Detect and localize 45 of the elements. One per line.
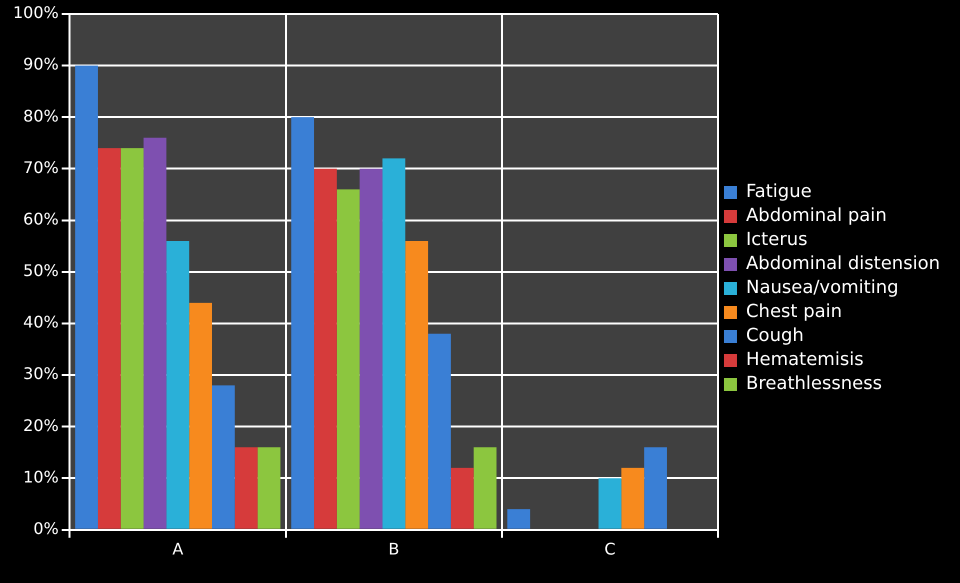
bar <box>258 447 280 529</box>
bar <box>428 334 451 529</box>
bar <box>360 168 382 529</box>
y-tick-label: 0% <box>33 518 59 538</box>
bar <box>144 138 166 529</box>
y-tick-label: 30% <box>23 364 59 384</box>
bar <box>166 240 190 529</box>
x-tick-label: B <box>388 540 400 559</box>
legend-label: Icterus <box>746 229 808 250</box>
bar <box>450 468 474 529</box>
y-tick-label: 50% <box>23 261 59 280</box>
bar <box>75 66 98 529</box>
legend-label: Chest pain <box>746 301 842 322</box>
y-tick-label: 10% <box>23 467 59 486</box>
legend-label: Abdominal distension <box>746 253 940 274</box>
bar <box>314 168 337 529</box>
y-tick-label: 20% <box>23 416 59 435</box>
y-tick-label: 40% <box>23 312 59 332</box>
bar <box>405 240 428 529</box>
legend-label: Breathlessness <box>746 373 882 394</box>
y-tick-label: 70% <box>23 158 59 177</box>
bar <box>336 189 360 529</box>
x-tick-label: C <box>604 540 616 559</box>
bar <box>598 478 622 529</box>
bar <box>474 447 496 529</box>
legend-label: Fatigue <box>746 181 812 202</box>
bar <box>291 117 314 529</box>
bar <box>120 148 144 529</box>
bar <box>234 447 258 529</box>
y-tick-label: 100% <box>12 3 59 22</box>
legend-label: Abdominal pain <box>746 205 887 226</box>
y-tick-label: 90% <box>23 54 59 74</box>
y-tick-label: 80% <box>23 106 59 126</box>
y-tick-label: 60% <box>23 209 59 228</box>
bar <box>98 148 121 529</box>
bar <box>644 447 667 529</box>
bar <box>212 385 235 529</box>
bar <box>507 509 530 529</box>
legend-label: Nausea/vomiting <box>746 277 899 298</box>
bar <box>382 158 406 529</box>
bar <box>621 468 644 529</box>
legend-label: Cough <box>746 325 804 346</box>
bar <box>189 302 212 529</box>
x-tick-label: A <box>172 540 184 559</box>
legend-label: Hematemisis <box>746 349 864 370</box>
